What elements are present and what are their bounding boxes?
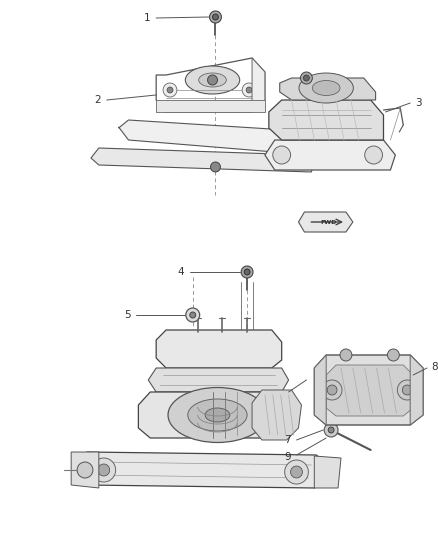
Text: 3: 3 — [415, 98, 422, 108]
Polygon shape — [265, 140, 396, 170]
Ellipse shape — [299, 73, 353, 103]
Ellipse shape — [312, 80, 340, 95]
Circle shape — [340, 349, 352, 361]
Circle shape — [327, 385, 337, 395]
Ellipse shape — [188, 399, 247, 431]
Circle shape — [300, 72, 312, 84]
Polygon shape — [148, 368, 289, 392]
Circle shape — [77, 462, 93, 478]
Polygon shape — [91, 148, 314, 172]
Polygon shape — [156, 330, 282, 368]
Polygon shape — [156, 100, 265, 112]
Circle shape — [402, 385, 412, 395]
Circle shape — [304, 75, 309, 81]
Ellipse shape — [205, 408, 230, 422]
Text: 4: 4 — [177, 267, 184, 277]
Text: 7: 7 — [284, 435, 290, 445]
Circle shape — [388, 349, 399, 361]
Circle shape — [328, 427, 334, 433]
Circle shape — [397, 380, 417, 400]
Polygon shape — [119, 120, 301, 153]
Circle shape — [98, 464, 110, 476]
Circle shape — [246, 87, 252, 93]
Ellipse shape — [185, 66, 240, 94]
Circle shape — [186, 308, 200, 322]
Circle shape — [324, 423, 338, 437]
Polygon shape — [299, 212, 353, 232]
Polygon shape — [314, 355, 326, 425]
Polygon shape — [252, 58, 265, 112]
Polygon shape — [314, 456, 341, 488]
Text: 9: 9 — [284, 452, 290, 462]
Circle shape — [242, 83, 256, 97]
Text: 2: 2 — [94, 95, 101, 105]
Polygon shape — [269, 100, 384, 140]
Circle shape — [209, 11, 221, 23]
Circle shape — [208, 75, 217, 85]
Polygon shape — [280, 78, 376, 100]
Circle shape — [167, 87, 173, 93]
Circle shape — [241, 266, 253, 278]
Ellipse shape — [168, 387, 267, 442]
Polygon shape — [326, 365, 413, 416]
Polygon shape — [138, 392, 294, 438]
Circle shape — [285, 460, 308, 484]
Circle shape — [211, 162, 220, 172]
Circle shape — [92, 458, 116, 482]
Text: 8: 8 — [431, 362, 438, 372]
Text: 6: 6 — [314, 373, 321, 383]
Circle shape — [273, 146, 290, 164]
Polygon shape — [410, 355, 423, 425]
Polygon shape — [75, 452, 328, 488]
Circle shape — [212, 14, 219, 20]
Polygon shape — [71, 452, 99, 488]
Circle shape — [365, 146, 382, 164]
Text: 1: 1 — [144, 13, 150, 23]
Circle shape — [190, 312, 196, 318]
Circle shape — [163, 83, 177, 97]
Circle shape — [244, 269, 250, 275]
Text: 5: 5 — [124, 310, 131, 320]
Circle shape — [290, 466, 303, 478]
Circle shape — [322, 380, 342, 400]
Polygon shape — [252, 390, 301, 440]
Text: FWD: FWD — [320, 220, 336, 224]
Polygon shape — [314, 355, 423, 425]
Ellipse shape — [199, 73, 226, 87]
